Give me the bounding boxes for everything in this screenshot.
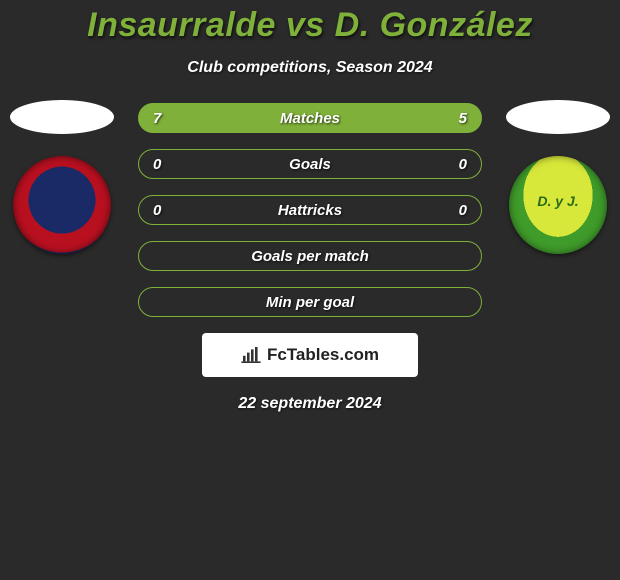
club-crest-right-text: D. y J. — [509, 193, 607, 209]
stat-label: Goals per match — [139, 242, 481, 270]
stat-row: Hattricks0 0 — [138, 195, 482, 225]
player-left — [8, 100, 116, 254]
stat-left-value: 7 — [153, 104, 161, 132]
stat-row: Min per goal — [138, 287, 482, 317]
stat-row: Goals per match — [138, 241, 482, 271]
stat-right-value: 0 — [459, 150, 467, 178]
stat-left-value: 0 — [153, 150, 161, 178]
stat-label: Goals — [139, 150, 481, 178]
stat-label: Hattricks — [139, 196, 481, 224]
date: 22 september 2024 — [0, 395, 620, 413]
club-crest-right: D. y J. — [509, 156, 607, 254]
page-title: Insaurralde vs D. González — [0, 6, 620, 45]
subtitle: Club competitions, Season 2024 — [0, 59, 620, 77]
bar-chart-icon — [241, 347, 261, 363]
logo-box: FcTables.com — [202, 333, 418, 377]
stat-label: Min per goal — [139, 288, 481, 316]
stat-label: Matches — [139, 104, 481, 132]
club-crest-left — [13, 156, 111, 254]
stat-right-value: 0 — [459, 196, 467, 224]
stat-left-value: 0 — [153, 196, 161, 224]
stat-right-value: 5 — [459, 104, 467, 132]
avatar-placeholder-right — [506, 100, 610, 134]
stat-row: Matches7 5 — [138, 103, 482, 133]
player-right: D. y J. — [504, 100, 612, 254]
logo-text: FcTables.com — [267, 345, 379, 365]
avatar-placeholder-left — [10, 100, 114, 134]
stat-row: Goals0 0 — [138, 149, 482, 179]
